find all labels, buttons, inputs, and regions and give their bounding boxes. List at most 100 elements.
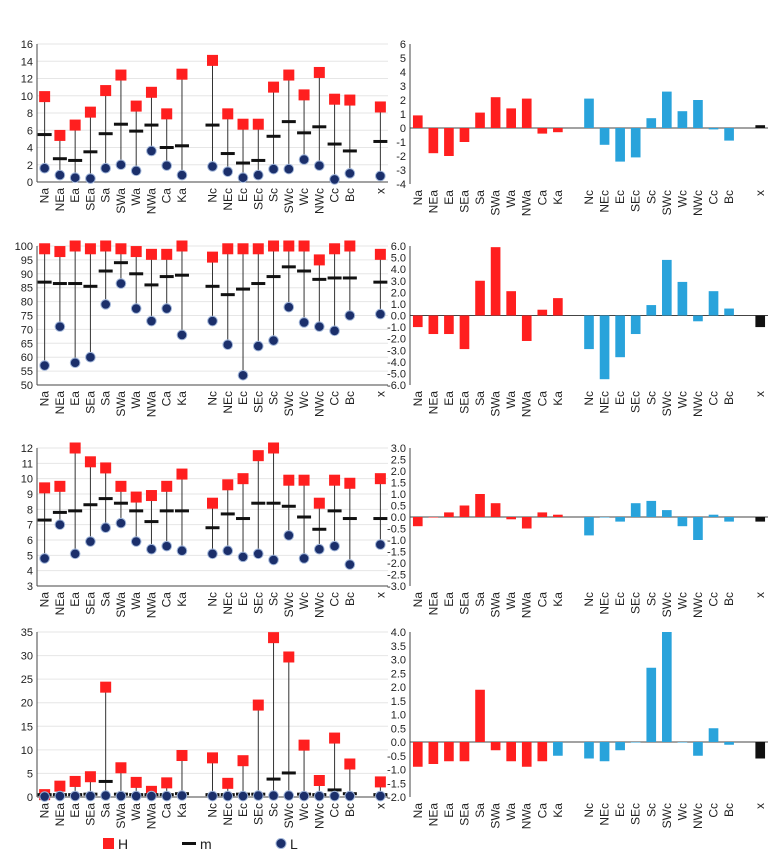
category-label: Sa — [473, 190, 487, 205]
low-marker — [252, 169, 264, 181]
low-marker — [161, 160, 173, 171]
bar — [412, 742, 423, 767]
category-label: NWc — [312, 391, 326, 417]
bar — [662, 259, 672, 316]
bar — [537, 309, 548, 316]
high-marker — [69, 442, 81, 454]
bar-all-types — [755, 315, 766, 328]
category-label: Ec — [236, 391, 250, 405]
high-marker — [100, 681, 112, 693]
y-tick-label: 2.0 — [391, 466, 406, 478]
category-label: NEa — [426, 391, 440, 415]
bar — [553, 298, 563, 316]
bar — [490, 247, 501, 316]
bar — [459, 505, 470, 517]
category-label: SEc — [251, 803, 265, 825]
high-marker — [161, 248, 173, 260]
category-label: SEc — [251, 592, 265, 614]
category-label: Sc — [267, 391, 281, 405]
y-tick-label: 6 — [400, 39, 406, 51]
category-label: Ka — [175, 391, 189, 406]
y-tick-label: 3.5 — [391, 641, 406, 653]
low-marker — [39, 162, 50, 174]
low-marker — [283, 301, 295, 313]
low-marker — [161, 790, 173, 802]
category-label: SWc — [660, 190, 674, 215]
high-marker — [222, 243, 234, 255]
y-tick-label: 1 — [400, 109, 406, 121]
bar — [584, 98, 594, 128]
low-marker — [115, 517, 127, 529]
y-tick-label: -1.0 — [387, 535, 406, 547]
category-label: Ec — [613, 803, 627, 817]
y-tick-label: 4 — [27, 566, 33, 578]
category-label: NWa — [144, 188, 158, 215]
category-label: NEc — [598, 391, 612, 414]
y-tick-label: 11 — [22, 458, 33, 470]
category-label: Cc — [328, 188, 342, 203]
high-marker — [374, 776, 386, 788]
category-label: NWa — [520, 190, 534, 217]
category-label: NEc — [221, 188, 235, 211]
low-marker — [85, 173, 96, 184]
category-label: Ka — [551, 391, 565, 406]
category-label: SWa — [489, 190, 503, 216]
category-label: SWa — [114, 803, 128, 829]
bar — [521, 315, 532, 341]
high-marker — [344, 477, 356, 489]
y-tick-label: 95 — [21, 255, 33, 267]
y-tick-label: -0.5 — [387, 524, 406, 536]
bar — [444, 512, 454, 517]
bar — [521, 517, 532, 529]
high-marker — [237, 118, 249, 130]
low-marker — [207, 790, 218, 802]
bar — [444, 128, 454, 156]
category-label: SWc — [282, 803, 296, 828]
category-label: SEa — [457, 592, 471, 615]
y-tick-label: 4.0 — [391, 264, 406, 276]
category-label: NWc — [691, 391, 705, 417]
category-label: x — [753, 803, 767, 809]
y-tick-label: 50 — [21, 380, 33, 392]
high-marker — [54, 480, 66, 492]
category-label: Ea — [68, 803, 82, 818]
category-label: Nc — [582, 190, 596, 205]
high-marker — [161, 777, 173, 789]
category-label: Wa — [129, 803, 143, 821]
high-marker — [39, 91, 51, 103]
low-marker — [268, 163, 279, 175]
category-label: NWc — [312, 592, 326, 618]
category-label: SWa — [489, 803, 503, 829]
category-label: Wc — [675, 803, 689, 820]
category-label: Nc — [582, 803, 596, 818]
category-label: SEa — [457, 391, 471, 414]
bar — [599, 517, 610, 518]
bar — [724, 517, 734, 522]
category-label: Wa — [504, 391, 518, 409]
low-marker — [146, 790, 157, 802]
low-marker — [298, 317, 310, 328]
category-label: x — [753, 391, 767, 397]
bar — [459, 315, 470, 350]
bar — [521, 742, 532, 767]
high-marker — [115, 762, 127, 774]
low-marker — [298, 553, 310, 564]
high-marker — [84, 243, 96, 255]
bar — [412, 517, 423, 527]
high-marker — [130, 100, 142, 112]
y-tick-label: -2.0 — [387, 792, 406, 804]
bar — [724, 308, 734, 316]
low-marker — [222, 166, 234, 177]
y-tick-label: 9 — [27, 489, 33, 501]
low-marker — [146, 543, 157, 555]
bar — [662, 510, 672, 517]
category-label: Cc — [707, 592, 721, 607]
bar — [630, 503, 641, 517]
high-marker — [222, 108, 234, 120]
category-label: Cc — [328, 391, 342, 406]
panel-f: -6.0-5.0-4.0-3.0-2.0-1.00.01.02.03.04.05… — [387, 241, 768, 417]
y-tick-label: 3.0 — [391, 443, 406, 455]
low-marker — [161, 540, 173, 552]
bar — [708, 128, 719, 130]
bar — [599, 128, 610, 145]
